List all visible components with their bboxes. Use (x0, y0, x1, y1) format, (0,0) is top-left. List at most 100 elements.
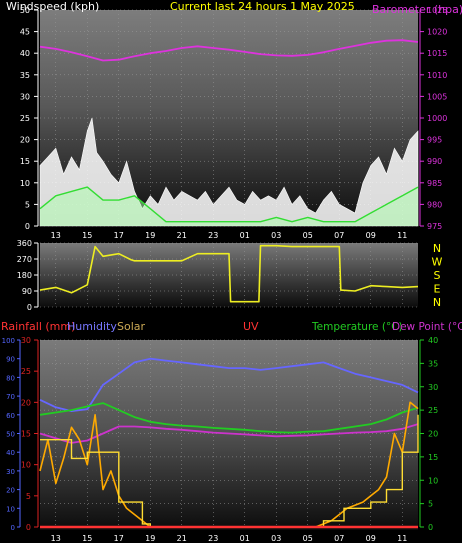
direction-series (39, 244, 419, 303)
barometer-tick-label: 1005 (427, 92, 447, 101)
barometer-series (39, 39, 419, 62)
barometer-tick-label: 995 (427, 136, 442, 145)
direction-gridlines (40, 242, 418, 308)
rainfall-tick-label: 20 (21, 398, 31, 407)
time-tick-label: 05 (303, 534, 313, 543)
rainfall-tick-label: 15 (21, 430, 31, 439)
time-tick-label: 13 (51, 231, 61, 240)
time-tick-label: 01 (240, 534, 250, 543)
direction-tick-label: 0 (27, 303, 32, 312)
temperature-tick-label: 40 (428, 336, 438, 345)
wind-tick-label: 30 (20, 92, 30, 101)
time-tick-label: 15 (82, 534, 92, 543)
dewpoint-line (39, 423, 419, 444)
barometer-tick-label: 1000 (427, 114, 447, 123)
time-tick-label: 13 (51, 534, 61, 543)
wind-tick-label: 50 (20, 6, 30, 15)
direction-line (39, 244, 419, 303)
wind-tick-label: 45 (20, 28, 30, 37)
temperature-tick-label: 0 (428, 523, 433, 532)
humidity-tick-label: 50 (6, 431, 15, 439)
humidity-line (39, 357, 419, 412)
barometer-tick-label: 990 (427, 157, 442, 166)
time-tick-label: 07 (334, 534, 344, 543)
direction-tick-label: 90 (22, 287, 32, 296)
rainfall-tick-label: 5 (26, 492, 31, 501)
time-tick-label: 11 (397, 231, 407, 240)
time-tick-label: 23 (208, 534, 218, 543)
time-tick-label: 21 (177, 534, 187, 543)
barometer-axis: 975 980 985 990 995 1000 1005 1010 1015 1020 1025 (419, 6, 447, 231)
humidity-tick-label: 100 (2, 337, 15, 345)
barometer-title: Barometer (hpa) (372, 3, 462, 16)
humidity-tick-label: 70 (6, 393, 15, 401)
time-tick-label: 07 (334, 231, 344, 240)
compass-label: N (433, 242, 441, 255)
temperature-tick-label: 30 (428, 383, 438, 392)
legend-rainfall: Rainfall (mm) (1, 320, 75, 333)
temperature-tick-label: 20 (428, 430, 438, 439)
wind-tick-label: 25 (20, 114, 30, 123)
barometer-tick-label: 975 (427, 222, 442, 231)
compass-label: N (433, 296, 441, 309)
time-tick-label: 15 (82, 231, 92, 240)
time-tick-label: 03 (271, 231, 281, 240)
humidity-tick-label: 90 (6, 356, 15, 364)
wind-tick-label: 10 (20, 179, 30, 188)
chart-date-title: Current last 24 hours 1 May 2025 (170, 0, 355, 13)
time-tick-label: 21 (177, 231, 187, 240)
humidity-tick-label: 40 (6, 449, 15, 457)
direction-tick-label: 180 (17, 271, 32, 280)
humidity-tick-label: 80 (6, 374, 15, 382)
compass-label: E (434, 283, 441, 296)
rainfall-tick-label: 10 (21, 461, 31, 470)
rainfall-axis: 0 5 10 15 20 25 30 (21, 336, 39, 532)
rainfall-tick-label: 0 (26, 523, 31, 532)
humidity-tick-label: 20 (6, 487, 15, 495)
humidity-tick-label: 60 (6, 412, 15, 420)
legend-temperature: Temperature (°C) (311, 321, 403, 333)
wind-average-area (40, 187, 418, 226)
wind-tick-label: 15 (20, 157, 30, 166)
wind-title: Windspeed (kph) (6, 0, 99, 13)
barometer-tick-label: 980 (427, 200, 442, 209)
temperature-line (39, 402, 419, 434)
wind-time-axis: 13 15 17 19 21 23 01 03 05 07 09 11 (51, 231, 408, 240)
temperature-tick-label: 5 (428, 500, 433, 509)
temperature-tick-label: 10 (428, 476, 438, 485)
wind-speed-axis: 0 5 10 15 20 25 30 35 40 45 50 (20, 6, 39, 231)
time-tick-label: 23 (208, 231, 218, 240)
wind-tick-label: 0 (25, 222, 30, 231)
barometer-tick-label: 985 (427, 179, 442, 188)
time-tick-label: 09 (366, 534, 376, 543)
barometer-tick-label: 1010 (427, 71, 447, 80)
humidity-tick-label: 10 (6, 505, 15, 513)
direction-tick-label: 360 (17, 239, 32, 248)
rainfall-tick-label: 25 (21, 367, 31, 376)
temperature-plot-area (40, 340, 418, 530)
humidity-axis: 0 10 20 30 40 50 60 70 80 90 100 (2, 337, 21, 532)
temperature-time-axis: 13 15 17 19 21 23 01 03 05 07 09 11 (51, 534, 408, 543)
compass-label: S (434, 269, 441, 282)
legend-uv: UV (243, 320, 259, 333)
wind-tick-label: 40 (20, 49, 30, 58)
humidity-tick-label: 0 (11, 524, 15, 532)
time-tick-label: 17 (114, 231, 124, 240)
temperature-series-group (39, 357, 419, 529)
barometer-tick-label: 1025 (427, 6, 447, 15)
barometer-tick-label: 1015 (427, 49, 447, 58)
temperature-tick-label: 15 (428, 453, 438, 462)
wind-tick-label: 35 (20, 71, 30, 80)
time-tick-label: 19 (145, 534, 155, 543)
wind-tick-label: 5 (25, 200, 30, 209)
time-tick-label: 17 (114, 534, 124, 543)
temperature-tick-label: 25 (428, 406, 438, 415)
legend-dewpoint: Dew Point (°C) (392, 321, 462, 333)
compass-label: W (432, 256, 443, 269)
direction-axis: 0 90 180 270 360 (17, 239, 39, 312)
